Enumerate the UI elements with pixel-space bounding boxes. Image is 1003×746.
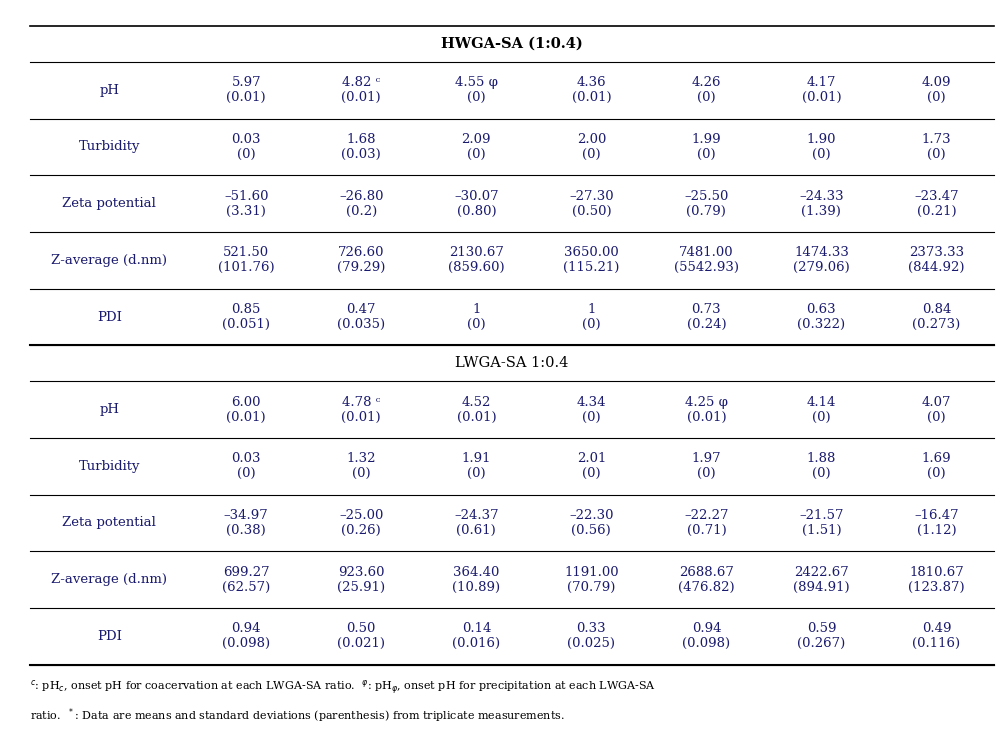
Text: 923.60
(25.91): 923.60 (25.91) [337, 565, 385, 594]
Text: 1
(0): 1 (0) [466, 303, 485, 331]
Text: –23.47
(0.21): –23.47 (0.21) [913, 189, 958, 218]
Text: PDI: PDI [97, 310, 121, 324]
Text: 4.52
(0.01): 4.52 (0.01) [456, 395, 495, 424]
Text: –22.30
(0.56): –22.30 (0.56) [569, 509, 613, 537]
Text: 2422.67
(894.91): 2422.67 (894.91) [792, 565, 849, 594]
Text: 1
(0): 1 (0) [582, 303, 600, 331]
Text: 1.90
(0): 1.90 (0) [805, 133, 835, 161]
Text: 2130.67
(859.60): 2130.67 (859.60) [447, 246, 505, 275]
Text: 2688.67
(476.82): 2688.67 (476.82) [677, 565, 734, 594]
Text: 4.78 ᶜ
(0.01): 4.78 ᶜ (0.01) [341, 395, 381, 424]
Text: pH: pH [99, 403, 119, 416]
Text: 1.68
(0.03): 1.68 (0.03) [341, 133, 381, 161]
Text: 2373.33
(844.92): 2373.33 (844.92) [908, 246, 964, 275]
Text: 4.82 ᶜ
(0.01): 4.82 ᶜ (0.01) [341, 76, 381, 104]
Text: 0.49
(0.116): 0.49 (0.116) [912, 622, 960, 651]
Text: 521.50
(101.76): 521.50 (101.76) [218, 246, 274, 275]
Text: –25.50
(0.79): –25.50 (0.79) [683, 189, 728, 218]
Text: pH: pH [99, 84, 119, 97]
Text: 1.91
(0): 1.91 (0) [461, 452, 490, 480]
Text: 726.60
(79.29): 726.60 (79.29) [337, 246, 385, 275]
Text: 0.03
(0): 0.03 (0) [232, 452, 261, 480]
Text: HWGA-SA (1:0.4): HWGA-SA (1:0.4) [440, 37, 583, 51]
Text: Zeta potential: Zeta potential [62, 516, 156, 530]
Text: 0.73
(0.24): 0.73 (0.24) [686, 303, 725, 331]
Text: 2.01
(0): 2.01 (0) [576, 452, 606, 480]
Text: 7481.00
(5542.93): 7481.00 (5542.93) [673, 246, 738, 275]
Text: 2.09
(0): 2.09 (0) [461, 133, 490, 161]
Text: 4.09
(0): 4.09 (0) [921, 76, 950, 104]
Text: ratio.  $^*$: Data are means and standard deviations (parenthesis) from triplica: ratio. $^*$: Data are means and standard… [30, 706, 565, 725]
Text: 0.14
(0.016): 0.14 (0.016) [451, 622, 499, 651]
Text: 3650.00
(115.21): 3650.00 (115.21) [563, 246, 619, 275]
Text: 1474.33
(279.06): 1474.33 (279.06) [792, 246, 849, 275]
Text: –34.97
(0.38): –34.97 (0.38) [224, 509, 269, 537]
Text: 0.50
(0.021): 0.50 (0.021) [337, 622, 385, 651]
Text: –22.27
(0.71): –22.27 (0.71) [683, 509, 728, 537]
Text: Zeta potential: Zeta potential [62, 197, 156, 210]
Text: 1.73
(0): 1.73 (0) [921, 133, 950, 161]
Text: 0.63
(0.322): 0.63 (0.322) [796, 303, 845, 331]
Text: 4.25 φ
(0.01): 4.25 φ (0.01) [684, 395, 727, 424]
Text: 0.47
(0.035): 0.47 (0.035) [337, 303, 385, 331]
Text: PDI: PDI [97, 630, 121, 643]
Text: $^c$: pH$_c$, onset pH for coacervation at each LWGA-SA ratio.  $^\varphi$: pH$_: $^c$: pH$_c$, onset pH for coacervation … [30, 678, 656, 697]
Text: 1.32
(0): 1.32 (0) [346, 452, 376, 480]
Text: –51.60
(3.31): –51.60 (3.31) [224, 189, 268, 218]
Text: 0.33
(0.025): 0.33 (0.025) [567, 622, 615, 651]
Text: 0.94
(0.098): 0.94 (0.098) [682, 622, 730, 651]
Text: 0.84
(0.273): 0.84 (0.273) [912, 303, 960, 331]
Text: 0.94
(0.098): 0.94 (0.098) [222, 622, 270, 651]
Text: 0.59
(0.267): 0.59 (0.267) [796, 622, 845, 651]
Text: 2.00
(0): 2.00 (0) [576, 133, 606, 161]
Text: 1.69
(0): 1.69 (0) [921, 452, 950, 480]
Text: –24.33
(1.39): –24.33 (1.39) [798, 189, 843, 218]
Text: Z-average (d.nm): Z-average (d.nm) [51, 254, 168, 267]
Text: 6.00
(0.01): 6.00 (0.01) [227, 395, 266, 424]
Text: 4.55 φ
(0): 4.55 φ (0) [454, 76, 497, 104]
Text: –16.47
(1.12): –16.47 (1.12) [913, 509, 958, 537]
Text: –30.07
(0.80): –30.07 (0.80) [453, 189, 498, 218]
Text: 1.97
(0): 1.97 (0) [691, 452, 720, 480]
Text: 1.88
(0): 1.88 (0) [806, 452, 835, 480]
Text: –27.30
(0.50): –27.30 (0.50) [569, 189, 613, 218]
Text: 4.14
(0): 4.14 (0) [806, 395, 835, 424]
Text: LWGA-SA 1:0.4: LWGA-SA 1:0.4 [455, 357, 568, 370]
Text: 4.26
(0): 4.26 (0) [691, 76, 720, 104]
Text: 1810.67
(123.87): 1810.67 (123.87) [908, 565, 964, 594]
Text: –26.80
(0.2): –26.80 (0.2) [339, 189, 383, 218]
Text: 364.40
(10.89): 364.40 (10.89) [451, 565, 499, 594]
Text: Turbidity: Turbidity [78, 140, 140, 154]
Text: 0.85
(0.051): 0.85 (0.051) [222, 303, 270, 331]
Text: 699.27
(62.57): 699.27 (62.57) [222, 565, 270, 594]
Text: –21.57
(1.51): –21.57 (1.51) [798, 509, 843, 537]
Text: –25.00
(0.26): –25.00 (0.26) [339, 509, 383, 537]
Text: 4.07
(0): 4.07 (0) [921, 395, 950, 424]
Text: 0.03
(0): 0.03 (0) [232, 133, 261, 161]
Text: 4.36
(0.01): 4.36 (0.01) [571, 76, 611, 104]
Text: 5.97
(0.01): 5.97 (0.01) [227, 76, 266, 104]
Text: 4.17
(0.01): 4.17 (0.01) [800, 76, 841, 104]
Text: Z-average (d.nm): Z-average (d.nm) [51, 573, 168, 586]
Text: 1191.00
(70.79): 1191.00 (70.79) [564, 565, 618, 594]
Text: 1.99
(0): 1.99 (0) [691, 133, 720, 161]
Text: Turbidity: Turbidity [78, 460, 140, 473]
Text: 4.34
(0): 4.34 (0) [576, 395, 606, 424]
Text: –24.37
(0.61): –24.37 (0.61) [453, 509, 498, 537]
